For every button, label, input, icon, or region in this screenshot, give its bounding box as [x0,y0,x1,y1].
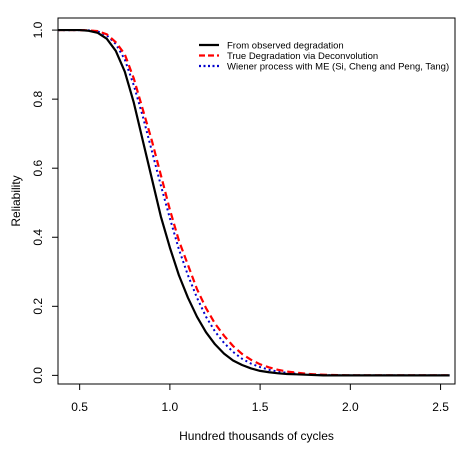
x-tick-label: 1.5 [252,400,269,414]
series-line-0 [58,28,450,377]
series-line-1 [58,28,450,377]
legend-label-0: From observed degradation [227,41,344,52]
y-tick-label: 1.0 [31,21,45,38]
series-line-2 [58,29,450,377]
y-tick-label: 0.6 [31,160,45,177]
plot-frame [57,17,456,385]
x-tick-label: 2.5 [432,400,449,414]
y-axis-label: Reliability [9,175,23,226]
y-tick-label: 0.2 [31,298,45,315]
y-tick-label: 0.0 [31,367,45,384]
y-tick-label: 0.8 [31,90,45,107]
legend-label-1: True Degradation via Deconvolution [227,51,378,62]
x-axis: 0.5 1.0 1.5 2.0 2.5 [71,384,449,414]
y-axis: 0.0 0.2 0.4 0.6 0.8 1.0 [31,21,58,384]
series-layer [58,28,450,377]
legend-label-2: Wiener process with ME (Si, Cheng and Pe… [227,62,449,73]
x-axis-label: Hundred thousands of cycles [179,429,334,443]
x-tick-label: 2.0 [342,400,359,414]
x-tick-label: 1.0 [162,400,179,414]
y-tick-label: 0.4 [31,229,45,246]
x-tick-label: 0.5 [71,400,88,414]
